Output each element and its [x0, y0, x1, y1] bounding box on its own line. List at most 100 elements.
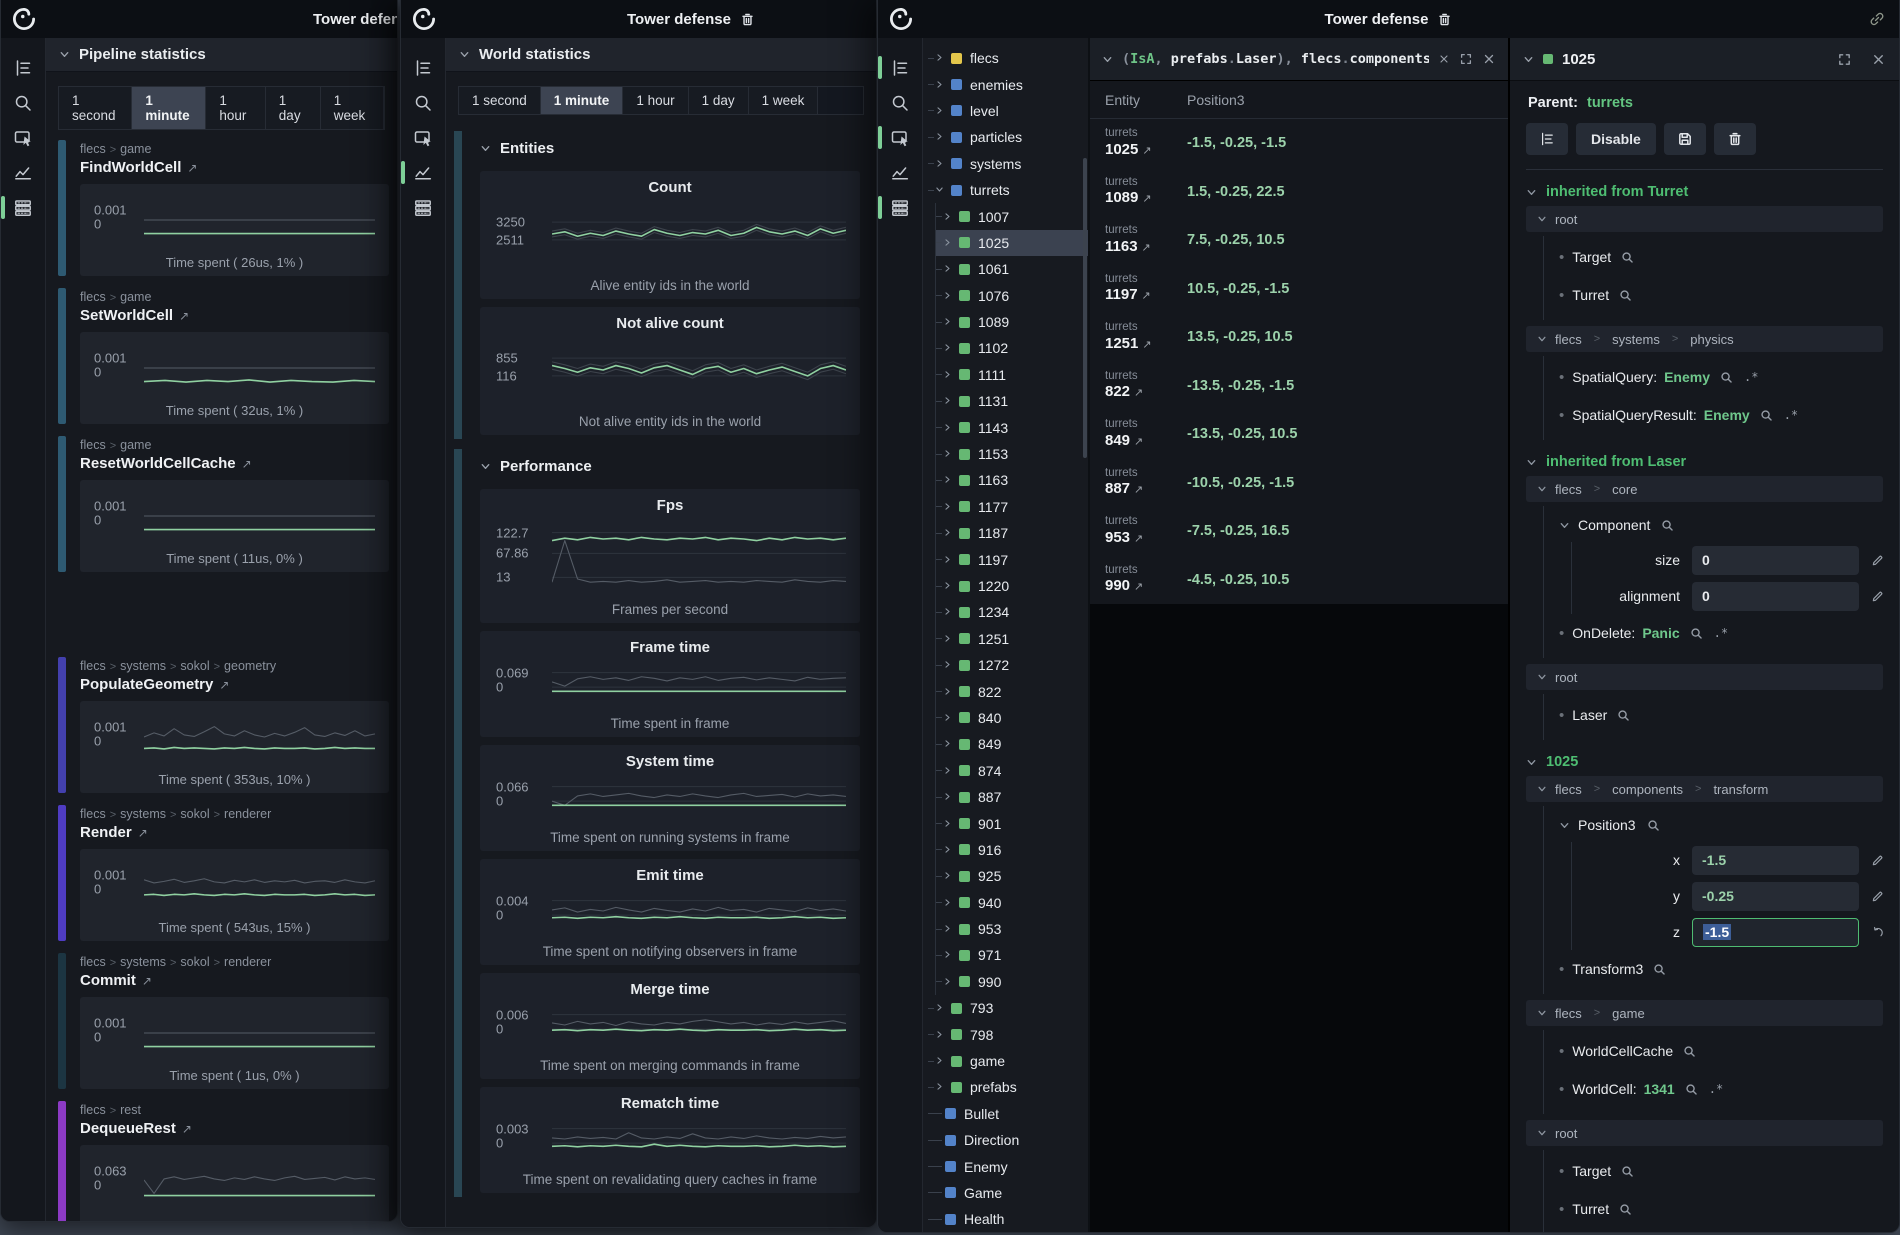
tree-item-1111[interactable]: 1111	[936, 362, 1088, 388]
chevron-right-icon[interactable]	[943, 792, 956, 802]
chevron-right-icon[interactable]	[943, 343, 956, 353]
tree-item-971[interactable]: 971	[936, 942, 1088, 968]
tree-item-940[interactable]: 940	[936, 890, 1088, 916]
chevron-right-icon[interactable]	[943, 475, 956, 485]
chevron-right-icon[interactable]	[935, 132, 948, 142]
tree-scrollbar[interactable]	[1083, 158, 1087, 458]
chevron-down-icon[interactable]	[1102, 54, 1113, 65]
chevron-right-icon[interactable]	[943, 687, 956, 697]
tree-item-turrets[interactable]: turrets	[923, 177, 1088, 203]
parent-link[interactable]: turrets	[1587, 95, 1633, 111]
tree-item-1234[interactable]: 1234	[936, 599, 1088, 625]
tree-item-Game[interactable]: Game	[923, 1180, 1088, 1206]
query-result-row[interactable]: turrets 1089 ↗ 1.5, -0.25, 22.5	[1090, 168, 1508, 217]
tree-item-1131[interactable]: 1131	[936, 388, 1088, 414]
external-link-icon[interactable]: ↗	[1134, 435, 1144, 448]
component-value-link[interactable]: 1341	[1643, 1081, 1675, 1097]
external-link-icon[interactable]: ↗	[219, 678, 230, 692]
panel-header[interactable]: Pipeline statistics	[46, 38, 397, 72]
chevron-right-icon[interactable]	[935, 80, 948, 90]
tree-item-1061[interactable]: 1061	[936, 256, 1088, 282]
tree-item-systems[interactable]: systems	[923, 151, 1088, 177]
pencil-icon[interactable]	[1871, 553, 1883, 568]
chevron-right-icon[interactable]	[943, 634, 956, 644]
external-link-icon[interactable]: ↗	[1134, 532, 1144, 545]
query-result-row[interactable]: turrets 1025 ↗ -1.5, -0.25, -1.5	[1090, 119, 1508, 168]
tree-item-1272[interactable]: 1272	[936, 652, 1088, 678]
sidebar-chart-button[interactable]	[1, 155, 45, 190]
chevron-right-icon[interactable]	[943, 317, 956, 327]
sidebar-tree-button[interactable]	[1, 50, 45, 85]
tree-item-Enemy[interactable]: Enemy	[923, 1153, 1088, 1179]
search-component-icon[interactable]	[1647, 819, 1660, 832]
tab-1-hour[interactable]: 1 hour	[206, 87, 266, 129]
chevron-right-icon[interactable]	[935, 1030, 948, 1040]
tab-1-week[interactable]: 1 week	[320, 87, 384, 129]
query-input[interactable]: (IsA, prefabs.Laser), flecs.components	[1122, 51, 1429, 67]
chevron-right-icon[interactable]	[943, 607, 956, 617]
sidebar-tree-button[interactable]	[401, 50, 445, 85]
chevron-right-icon[interactable]	[935, 159, 948, 169]
tree-item-1187[interactable]: 1187	[936, 520, 1088, 546]
save-button[interactable]	[1663, 123, 1706, 155]
trash-icon[interactable]	[1437, 12, 1452, 27]
tab-1-hour[interactable]: 1 hour	[623, 87, 689, 114]
external-link-icon[interactable]: ↗	[141, 974, 152, 988]
tree-item-1076[interactable]: 1076	[936, 283, 1088, 309]
scope-group-header[interactable]: flecs > game	[1526, 1000, 1883, 1026]
external-link-icon[interactable]: ↗	[1134, 387, 1144, 400]
sidebar-inspect-button[interactable]	[1, 120, 45, 155]
pencil-icon[interactable]	[1871, 853, 1883, 868]
query-result-row[interactable]: turrets 1251 ↗ 13.5, -0.25, 10.5	[1090, 313, 1508, 362]
external-link-icon[interactable]: ↗	[1141, 290, 1151, 303]
tree-item-793[interactable]: 793	[923, 995, 1088, 1021]
search-component-icon[interactable]	[1619, 1203, 1632, 1216]
external-link-icon[interactable]: ↗	[1141, 241, 1151, 254]
tree-item-901[interactable]: 901	[936, 810, 1088, 836]
chevron-right-icon[interactable]	[935, 1003, 948, 1013]
tree-item-1025[interactable]: 1025	[936, 229, 1088, 257]
chevron-right-icon[interactable]	[943, 528, 956, 538]
chevron-right-icon[interactable]	[943, 713, 956, 723]
section-header[interactable]: Performance	[480, 451, 860, 481]
tree-item-849[interactable]: 849	[936, 731, 1088, 757]
query-result-row[interactable]: turrets 953 ↗ -7.5, -0.25, 16.5	[1090, 507, 1508, 556]
tree-item-798[interactable]: 798	[923, 1021, 1088, 1047]
chevron-right-icon[interactable]	[943, 370, 956, 380]
tree-item-Health[interactable]: Health	[923, 1206, 1088, 1232]
tab-1-day[interactable]: 1 day	[688, 87, 749, 114]
inspector-section-header[interactable]: inherited from Turret	[1526, 184, 1883, 200]
query-result-row[interactable]: turrets 887 ↗ -10.5, -0.25, -1.5	[1090, 459, 1508, 508]
tree-item-822[interactable]: 822	[936, 678, 1088, 704]
external-link-icon[interactable]: ↗	[1134, 581, 1144, 594]
sidebar-inspect-button[interactable]	[401, 120, 445, 155]
tree-item-1220[interactable]: 1220	[936, 573, 1088, 599]
section-header[interactable]: Entities	[480, 133, 860, 163]
chevron-right-icon[interactable]	[943, 950, 956, 960]
disable-button[interactable]: Disable	[1576, 123, 1656, 155]
pencil-icon[interactable]	[1871, 889, 1883, 904]
sidebar-stats-button[interactable]	[1, 190, 45, 225]
delete-button[interactable]	[1713, 123, 1756, 155]
pencil-icon[interactable]	[1871, 589, 1883, 604]
chevron-right-icon[interactable]	[935, 106, 948, 116]
query-result-row[interactable]: turrets 1163 ↗ 7.5, -0.25, 10.5	[1090, 216, 1508, 265]
tab-1-minute[interactable]: 1 minute	[540, 87, 624, 114]
chevron-right-icon[interactable]	[943, 396, 956, 406]
tree-item-flecs[interactable]: flecs	[923, 45, 1088, 71]
tree-item-1089[interactable]: 1089	[936, 309, 1088, 335]
chevron-right-icon[interactable]	[943, 739, 956, 749]
close-icon[interactable]	[1871, 52, 1886, 67]
chevron-down-icon[interactable]	[1523, 54, 1534, 65]
tab-1-second[interactable]: 1 second	[459, 87, 541, 114]
search-component-icon[interactable]	[1621, 251, 1634, 264]
query-result-row[interactable]: turrets 990 ↗ -4.5, -0.25, 10.5	[1090, 556, 1508, 605]
sidebar-tree-button[interactable]	[878, 50, 922, 85]
sidebar-chart-button[interactable]	[878, 155, 922, 190]
scope-group-header[interactable]: root	[1526, 206, 1883, 232]
trash-icon[interactable]	[740, 12, 755, 27]
tree-item-Direction[interactable]: Direction	[923, 1127, 1088, 1153]
search-component-icon[interactable]	[1720, 371, 1733, 384]
fullscreen-icon[interactable]	[1459, 52, 1473, 66]
tree-item-enemies[interactable]: enemies	[923, 71, 1088, 97]
